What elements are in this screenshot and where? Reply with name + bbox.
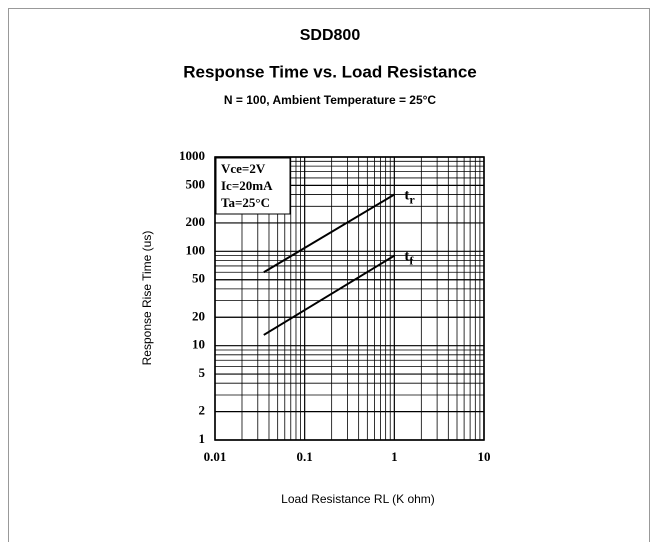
frame bbox=[8, 8, 650, 542]
plot-border bbox=[214, 156, 485, 441]
y-axis-label: Response Rise Time (us) bbox=[140, 231, 154, 366]
y-tick-label: 5 bbox=[199, 365, 206, 380]
series-label: tf bbox=[404, 249, 414, 267]
x-tick-label: 0.1 bbox=[297, 449, 313, 464]
y-tick-label: 500 bbox=[186, 176, 206, 191]
y-tick-label: 1 bbox=[199, 431, 206, 446]
y-tick-label: 1000 bbox=[179, 148, 205, 163]
series-label-main: t bbox=[404, 249, 409, 265]
y-tick-label: 200 bbox=[186, 214, 206, 229]
annotation: Vce=2V bbox=[221, 161, 266, 176]
series-label-main: t bbox=[404, 188, 409, 204]
series-line bbox=[263, 254, 395, 336]
series-line bbox=[263, 193, 395, 274]
x-tick-label: 1 bbox=[391, 449, 398, 464]
annotation: Ta=25°C bbox=[221, 195, 270, 210]
y-tick-label: 100 bbox=[186, 242, 206, 257]
x-tick-label: 0.01 bbox=[204, 449, 227, 464]
y-tick-label: 20 bbox=[192, 308, 205, 323]
y-tick-label: 2 bbox=[199, 403, 206, 418]
chart-subtitle: Response Time vs. Load Resistance bbox=[183, 62, 477, 81]
series-label: tr bbox=[404, 188, 415, 206]
y-tick-label: 10 bbox=[192, 337, 205, 352]
annotation: Ic=20mA bbox=[221, 178, 273, 193]
condition-box bbox=[215, 157, 291, 215]
chart-note: N = 100, Ambient Temperature = 25°C bbox=[224, 93, 437, 107]
series-label-sub: r bbox=[409, 192, 415, 206]
chart-title: SDD800 bbox=[300, 27, 361, 44]
x-axis-label: Load Resistance RL (K ohm) bbox=[281, 492, 435, 506]
x-tick-label: 10 bbox=[478, 449, 491, 464]
y-tick-label: 50 bbox=[192, 271, 205, 286]
series-label-sub: f bbox=[409, 253, 414, 267]
